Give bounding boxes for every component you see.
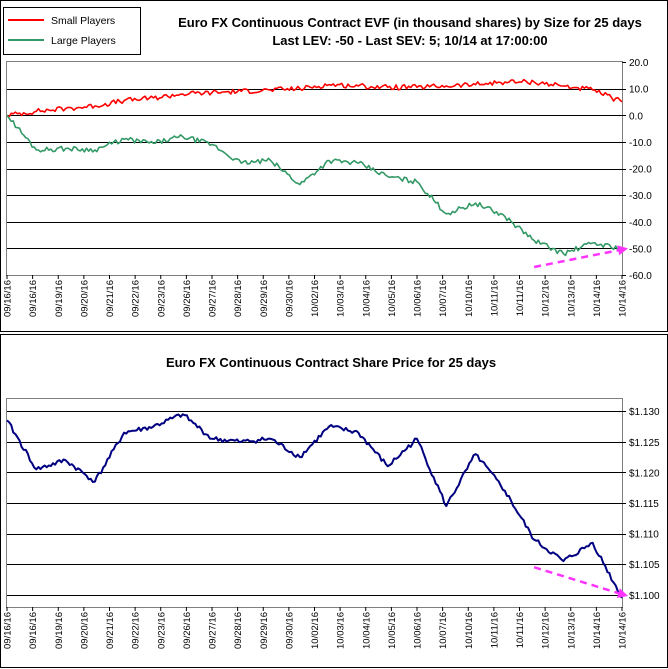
series-line-large-players <box>6 114 623 257</box>
price-trend-arrow <box>533 566 628 598</box>
x-tick-label-9: 09/28/16 <box>233 280 244 317</box>
x-tick-label-2: 09/19/16 <box>54 280 65 317</box>
x-tick-label-2: 09/19/16 <box>54 612 65 649</box>
x-tick-label-0: 09/16/16 <box>3 280 14 317</box>
y-tick-label-2: $1.120 <box>629 468 660 479</box>
y-tick-label-4: $1.110 <box>629 530 659 541</box>
y-tick-label-3: -10.0 <box>629 138 652 149</box>
series-line-price <box>6 413 623 599</box>
trend-arrow-head-0 <box>616 588 628 598</box>
evf-chart-title: Euro FX Continuous Contract EVF (in thou… <box>178 15 642 30</box>
evf-series <box>6 78 623 257</box>
x-tick-label-3: 09/20/16 <box>79 280 90 317</box>
x-tick-label-15: 10/05/16 <box>387 280 398 317</box>
x-tick-label-4: 09/21/16 <box>105 280 116 317</box>
x-tick-label-8: 09/27/16 <box>208 612 219 649</box>
y-tick-label-1: $1.125 <box>629 438 660 449</box>
legend-label-large-players: Large Players <box>51 35 116 47</box>
evf-y-axis: 20.0 10.0 0.0 -10.0 -20.0 -30.0 -40.0 -50.0 -60.… <box>622 58 652 282</box>
y-tick-label-5: $1.105 <box>629 560 660 571</box>
x-tick-label-18: 10/10/16 <box>464 280 475 317</box>
x-tick-label-10: 09/29/16 <box>259 612 270 649</box>
x-tick-label-10: 09/29/16 <box>259 280 270 317</box>
x-tick-label-16: 10/06/16 <box>413 612 424 649</box>
price-y-axis: $1.130 $1.125 $1.120 $1.115 $1.110 $1.105 $1.1… <box>622 407 660 602</box>
x-tick-label-22: 10/13/16 <box>566 280 577 317</box>
evf-chart: Small Players Large Players Euro FX Cont… <box>0 0 668 332</box>
x-tick-label-15: 10/05/16 <box>387 612 398 649</box>
x-tick-label-14: 10/04/16 <box>361 280 372 317</box>
x-tick-label-5: 09/22/16 <box>131 612 142 649</box>
x-tick-label-19: 10/11/16 <box>489 280 500 316</box>
x-tick-label-17: 10/07/16 <box>438 280 449 317</box>
y-tick-label-0: $1.130 <box>629 407 660 418</box>
x-tick-label-0: 09/16/16 <box>3 612 14 649</box>
x-tick-label-5: 09/22/16 <box>131 280 142 317</box>
x-tick-label-21: 10/12/16 <box>541 280 552 317</box>
evf-chart-subtitle: Last LEV: -50 - Last SEV: 5; 10/14 at 17… <box>272 33 547 48</box>
evf-plot-area <box>6 61 623 276</box>
x-tick-label-23: 10/14/16 <box>592 280 603 317</box>
x-tick-label-20: 10/11/16 <box>515 280 526 316</box>
x-tick-label-6: 09/23/16 <box>156 280 167 317</box>
x-tick-label-20: 10/11/16 <box>515 612 526 648</box>
y-tick-label-6: $1.100 <box>629 591 660 602</box>
x-tick-label-13: 10/03/16 <box>336 280 347 317</box>
evf-x-axis: 09/16/16 09/16/16 09/19/16 09/20/16 09/21/16… <box>3 275 629 317</box>
y-tick-label-5: -30.0 <box>629 191 652 202</box>
x-tick-label-7: 09/26/16 <box>182 612 193 649</box>
x-tick-label-6: 09/23/16 <box>156 612 167 649</box>
trend-arrow-line-0 <box>533 566 623 596</box>
legend-label-small-players: Small Players <box>51 15 115 27</box>
y-tick-label-0: 20.0 <box>629 58 649 69</box>
y-tick-label-1: 10.0 <box>629 85 649 96</box>
x-tick-label-1: 09/16/16 <box>28 612 39 649</box>
legend: Small Players Large Players <box>3 7 141 55</box>
x-tick-label-23: 10/14/16 <box>592 612 603 649</box>
x-tick-label-16: 10/06/16 <box>413 280 424 317</box>
x-tick-label-3: 09/20/16 <box>79 612 90 649</box>
x-tick-label-17: 10/07/16 <box>438 612 449 649</box>
price-chart-title: Euro FX Continuous Contract Share Price … <box>166 355 496 370</box>
x-tick-label-24: 10/14/16 <box>618 612 629 649</box>
y-tick-label-7: -50.0 <box>629 244 652 255</box>
x-tick-label-22: 10/13/16 <box>566 612 577 649</box>
y-tick-label-4: -20.0 <box>629 165 652 176</box>
x-tick-label-19: 10/11/16 <box>489 612 500 648</box>
evf-trend-arrow <box>533 245 628 269</box>
trend-arrow-head-0 <box>617 245 628 256</box>
x-tick-label-24: 10/14/16 <box>618 280 629 317</box>
x-tick-label-13: 10/03/16 <box>336 612 347 649</box>
y-tick-label-2: 0.0 <box>629 111 643 122</box>
trend-arrow-line-0 <box>533 248 623 269</box>
price-series <box>6 413 623 599</box>
x-tick-label-18: 10/10/16 <box>464 612 475 649</box>
y-tick-label-3: $1.115 <box>629 499 659 510</box>
x-tick-label-11: 09/30/16 <box>284 280 295 317</box>
legend-box <box>3 7 141 55</box>
x-tick-label-12: 10/02/16 <box>310 280 321 317</box>
x-tick-label-11: 09/30/16 <box>284 612 295 649</box>
x-tick-label-14: 10/04/16 <box>361 612 372 649</box>
y-tick-label-6: -40.0 <box>629 218 652 229</box>
price-x-axis: 09/16/16 09/16/16 09/19/16 09/20/16 09/21/16… <box>3 607 629 649</box>
x-tick-label-7: 09/26/16 <box>182 280 193 317</box>
y-tick-label-8: -60.0 <box>629 271 652 282</box>
x-tick-label-12: 10/02/16 <box>310 612 321 649</box>
series-line-small-players <box>6 78 623 118</box>
x-tick-label-4: 09/21/16 <box>105 612 116 649</box>
x-tick-label-9: 09/28/16 <box>233 612 244 649</box>
x-tick-label-1: 09/16/16 <box>28 280 39 317</box>
price-chart: Euro FX Continuous Contract Share Price … <box>0 334 668 668</box>
x-tick-label-8: 09/27/16 <box>208 280 219 317</box>
x-tick-label-21: 10/12/16 <box>541 612 552 649</box>
